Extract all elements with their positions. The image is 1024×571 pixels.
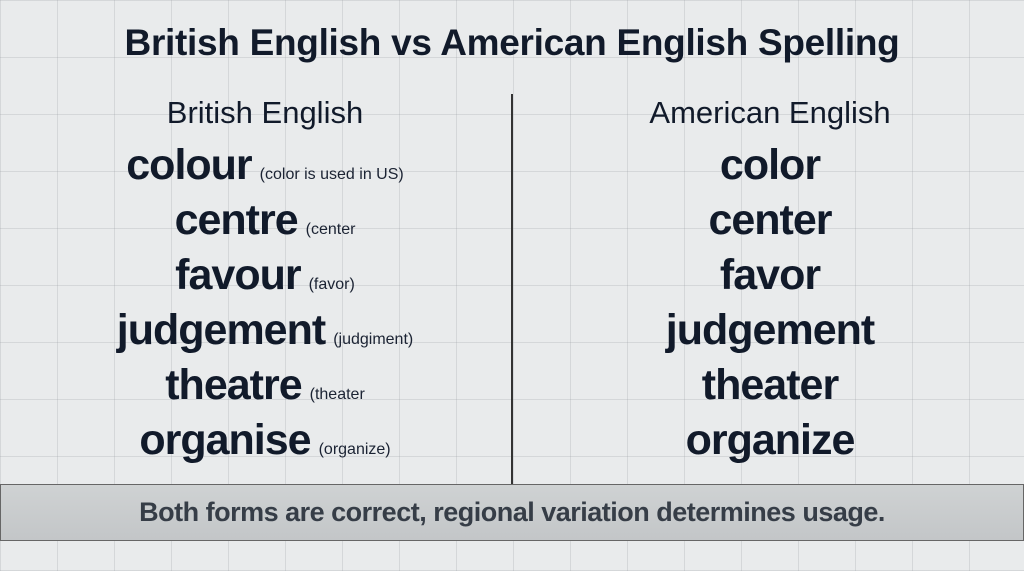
page-title: British English vs American English Spel… [124,22,900,63]
footer-banner: Both forms are correct, regional variati… [0,484,1024,541]
british-row: centre (center [25,195,505,245]
british-note: (theater [309,386,365,403]
american-heading: American English [649,95,891,130]
british-word: theatre [165,361,302,409]
british-note: (favor) [308,276,355,293]
british-note: (color is used in US) [259,166,404,183]
british-word: centre [174,196,299,244]
column-divider [511,94,513,484]
american-row: theater [530,360,1010,410]
american-word: favor [719,251,821,299]
american-word: center [708,196,832,244]
american-word: judgement [665,306,875,354]
british-note: (judgiment) [333,331,414,348]
american-word: theater [701,361,839,409]
british-heading: British English [166,95,364,130]
british-word: colour [126,141,252,189]
american-row: favor [530,250,1010,300]
british-row: judgement (judgiment) [25,305,505,355]
footer-text: Both forms are correct, regional variati… [139,497,885,527]
british-note: (organize) [318,441,391,458]
american-row: organize [530,415,1010,465]
british-word: favour [175,251,301,299]
british-row: colour (color is used in US) [25,140,505,190]
british-row: organise (organize) [25,415,505,465]
american-row: color [530,140,1010,190]
american-row: judgement [530,305,1010,355]
british-note: (center [305,221,356,238]
british-word: judgement [116,306,326,354]
british-row: theatre (theater [25,360,505,410]
american-word: color [719,141,821,189]
british-word: organise [139,416,311,464]
british-row: favour (favor) [25,250,505,300]
american-row: center [530,195,1010,245]
american-word: organize [685,416,856,464]
